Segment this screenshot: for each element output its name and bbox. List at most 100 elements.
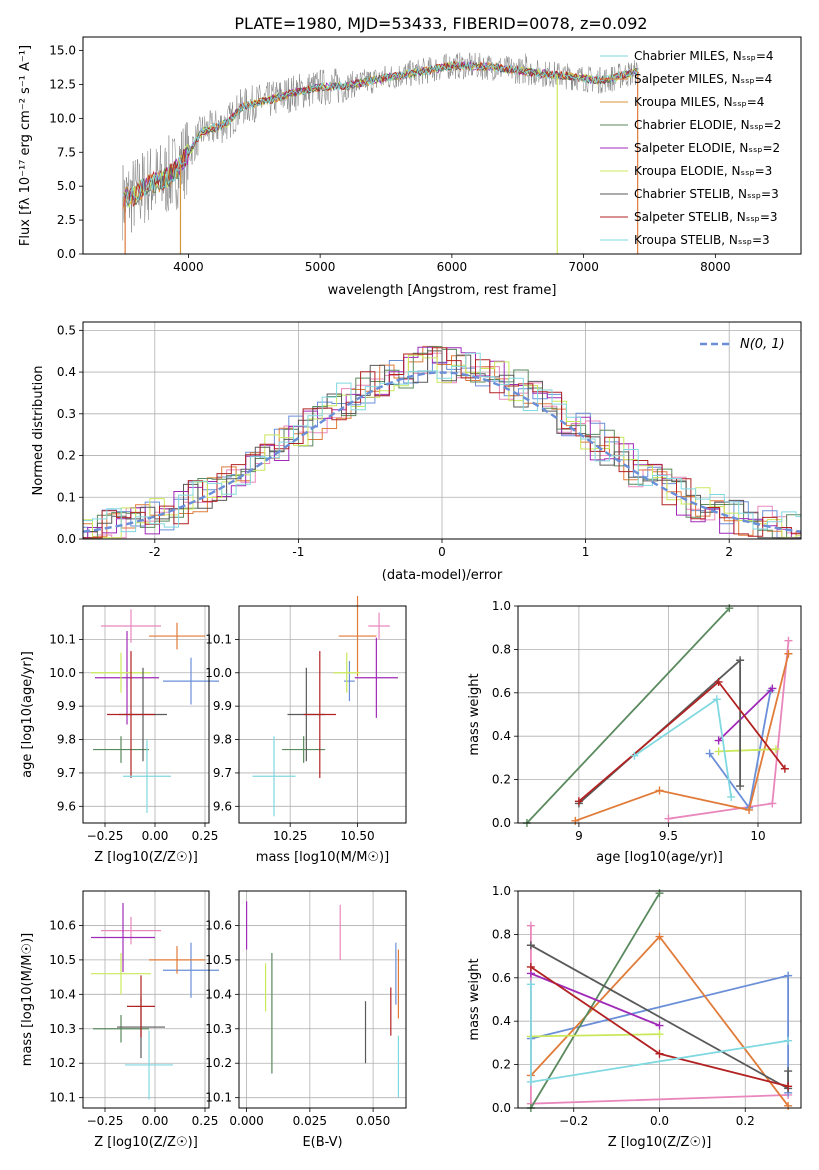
mass-ebv-y-tick-label: 10.4 [205, 987, 232, 1001]
spectrum-model-line [125, 61, 639, 206]
age-mass-point [303, 651, 336, 778]
spectrum-x-tick-label: 8000 [700, 260, 731, 274]
mass-ebv-x-tick-label: 0.000 [229, 1114, 263, 1128]
mass-z-y-tick-label: 10.1 [49, 1091, 76, 1105]
weight-age-series-line [718, 748, 776, 753]
weight-age-x-tick-label: 10 [750, 829, 765, 843]
histogram-x-tick-label: 1 [582, 545, 590, 559]
histogram-y-axis-label: Normed distribution [31, 366, 46, 496]
age-mass-point [368, 612, 390, 640]
weight-age-y-axis-label: mass weight [467, 673, 482, 755]
age-z-y-tick-label: 9.8 [57, 733, 76, 747]
age-z-x-axis-label: Z [log10(Z/Z☉)] [94, 850, 198, 865]
weight-age-y-tick-label: 0.0 [492, 816, 511, 830]
mass-z-point [91, 903, 155, 972]
age-mass-point [354, 637, 398, 718]
histogram-legend-label: N(0, 1) [740, 337, 785, 352]
age-mass-y-tick-label: 9.9 [213, 699, 232, 713]
histogram-y-tick-label: 0.5 [57, 323, 76, 337]
weight-z-point-marker [655, 932, 664, 941]
mass-z-x-axis-label: Z [log10(Z/Z☉)] [94, 1135, 198, 1150]
age-z-x-tick-label: −0.25 [87, 829, 124, 843]
weight-z-point-marker [784, 971, 793, 980]
mass-ebv-y-tick-label: 10.6 [205, 918, 232, 932]
weight-age-y-tick-label: 0.6 [492, 686, 511, 700]
spectrum-legend-label: Kroupa MILES, Nₛₛₚ=4 [634, 95, 764, 109]
weight-z-series-line [530, 892, 661, 1109]
weight-age-point-marker [574, 797, 583, 806]
weight-age-point-marker [630, 751, 639, 760]
weight-z-point-marker [526, 941, 535, 950]
age-z-x-tick-label: 0.00 [142, 829, 169, 843]
histogram-x-axis-label: (data-model)/error [382, 568, 503, 583]
age-mass-y-tick-label: 9.8 [213, 733, 232, 747]
spectrum-legend-label: Salpeter STELIB, Nₛₛₚ=3 [634, 210, 778, 224]
histogram-y-tick-label: 0.4 [57, 365, 76, 379]
weight-age-point-marker [655, 786, 664, 795]
spectrum-y-tick-label: 5.0 [57, 179, 76, 193]
weight-z-x-tick-label: 0.0 [650, 1114, 669, 1128]
age-z-point [95, 631, 159, 725]
weight-age-series-line [574, 653, 790, 822]
mass-z-x-tick-label: −0.25 [87, 1114, 124, 1128]
weight-age-point-marker [736, 656, 745, 665]
weight-z-y-tick-label: 0.2 [492, 1058, 511, 1072]
spectrum-y-tick-label: 7.5 [57, 145, 76, 159]
age-z-y-tick-label: 9.7 [57, 766, 76, 780]
mass-ebv-x-tick-label: 0.025 [293, 1114, 327, 1128]
age-mass-y-tick-label: 10.0 [205, 666, 232, 680]
mass-z-x-tick-label: 0.00 [142, 1114, 169, 1128]
histogram-frame [82, 321, 802, 540]
mass-z-point [125, 1030, 173, 1100]
weight-z-y-tick-label: 1.0 [492, 884, 511, 898]
mass-z-point [149, 946, 205, 974]
histogram-x-tick-label: -2 [149, 545, 161, 559]
spectrum-y-tick-label: 15.0 [49, 44, 76, 58]
weight-z-point-marker [655, 1030, 664, 1039]
spectrum-x-tick-label: 5000 [305, 260, 336, 274]
weight-age-point-marker [771, 745, 780, 754]
spectrum-legend-label: Salpeter ELODIE, Nₛₛₚ=2 [634, 141, 780, 155]
mass-z-y-axis-label: mass [log10(M/M☉)] [20, 933, 35, 1066]
age-mass-point [252, 736, 296, 817]
weight-z-point-marker [526, 962, 535, 971]
weight-z-point-marker [655, 1049, 664, 1058]
weight-age-point-marker [784, 636, 793, 645]
weight-age-x-axis-label: age [log10(age/yr)] [596, 850, 723, 865]
weight-age-point-marker [784, 649, 793, 658]
age-mass-y-tick-label: 9.7 [213, 766, 232, 780]
age-mass-x-axis-label: mass [log10(M/M☉)] [256, 850, 389, 865]
age-mass-x-tick-label: 10.50 [340, 829, 374, 843]
mass-ebv-x-axis-label: E(B-V) [302, 1135, 342, 1150]
age-mass-frame [238, 605, 407, 824]
histogram-step-line [83, 347, 801, 539]
age-z-axes: −0.25 0.00 0.25 9.6 9.7 9.8 9.9 10.0 10.1 [49, 606, 218, 843]
normal-curve [82, 371, 802, 533]
mass-ebv-marks [245, 901, 400, 1098]
age-z-point [149, 622, 205, 650]
mass-z-y-tick-label: 10.5 [49, 953, 76, 967]
age-z-y-tick-label: 10.1 [49, 632, 76, 646]
weight-age-point-marker [768, 684, 777, 693]
mass-ebv-y-tick-label: 10.5 [205, 953, 232, 967]
age-z-marks [91, 609, 219, 813]
spectrum-model-line [124, 61, 639, 208]
weight-age-point-marker [712, 695, 721, 704]
age-z-point [163, 657, 219, 705]
histogram-x-tick-label: -1 [292, 545, 304, 559]
spectrum-y-tick-label: 12.5 [49, 77, 76, 91]
spectrum-frame [82, 36, 802, 255]
spectrum-legend-label: Chabrier MILES, Nₛₛₚ=4 [634, 49, 774, 63]
weight-z-y-tick-label: 0.6 [492, 971, 511, 985]
age-z-point [123, 739, 171, 813]
mass-z-point [163, 942, 219, 998]
spectrum-axes: 4000 5000 6000 7000 8000 0.0 2.5 5.0 7.5 10.0 12.5… [49, 37, 801, 274]
histogram-x-tick-label: 2 [725, 545, 733, 559]
age-mass-y-tick-label: 10.1 [205, 632, 232, 646]
mass-z-point [101, 916, 161, 945]
weight-age-x-tick-label: 9 [575, 829, 583, 843]
mass-z-y-tick-label: 10.3 [49, 1022, 76, 1036]
mass-z-plot-area [83, 891, 209, 1108]
spectrum-legend: Chabrier MILES, Nₛₛₚ=4 Salpeter MILES, Nₛ… [600, 49, 781, 247]
